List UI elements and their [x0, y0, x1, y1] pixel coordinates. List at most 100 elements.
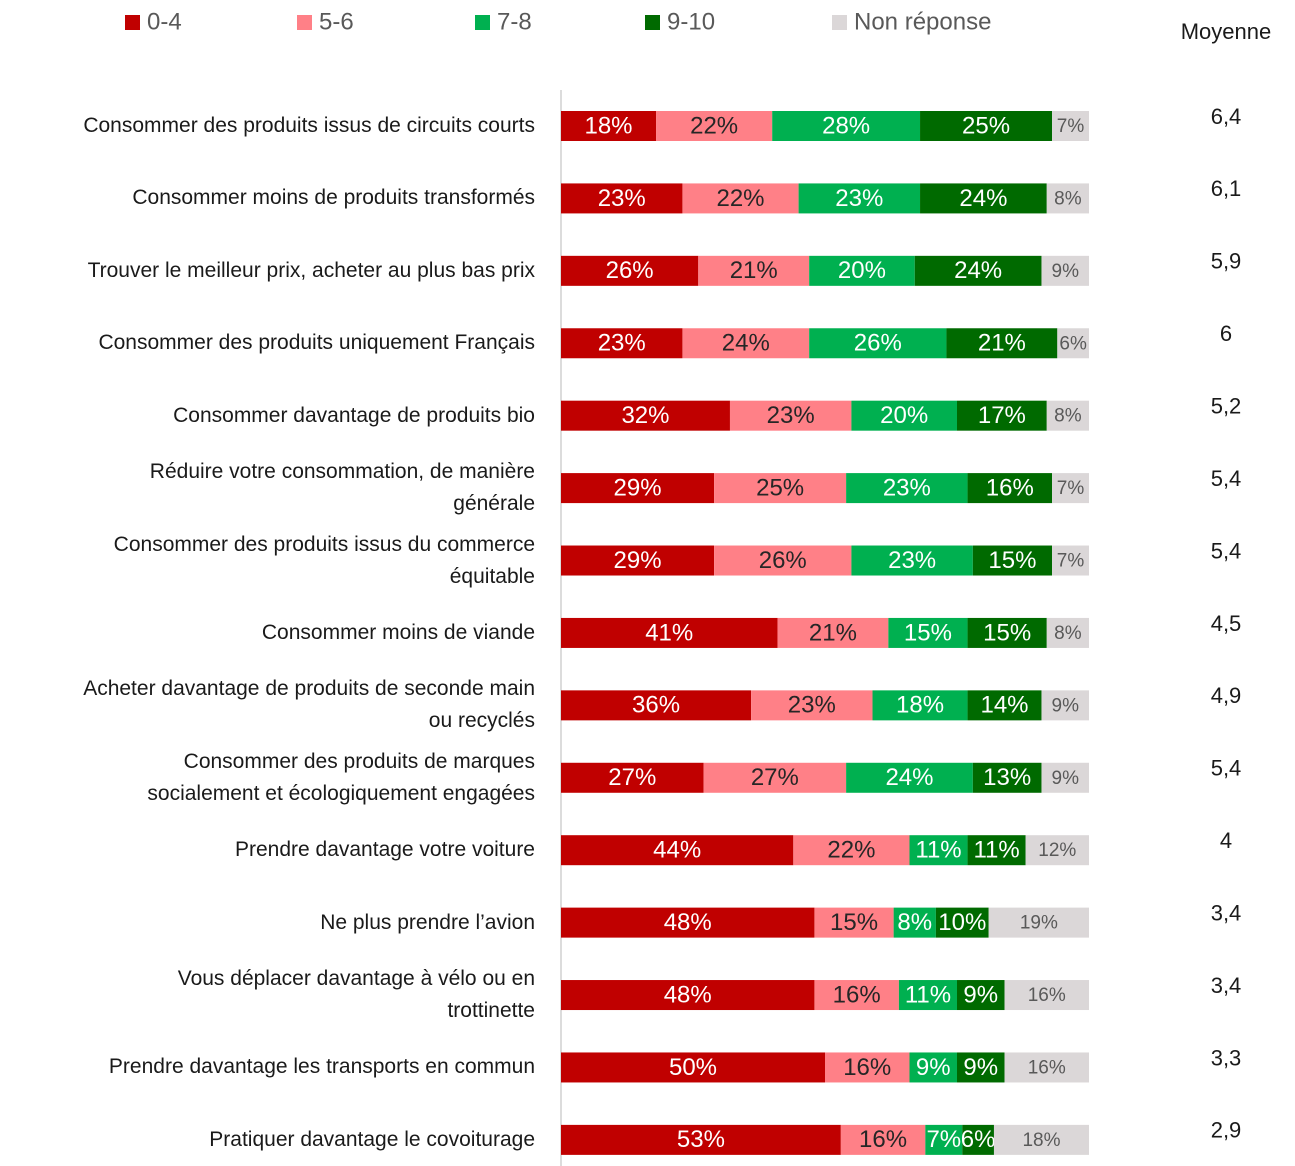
- data-label: 11%: [915, 837, 961, 864]
- bar-segment: [561, 907, 815, 938]
- legend-label: 5-6: [319, 8, 354, 35]
- category-label: Consommer des produits uniquement França…: [98, 331, 535, 355]
- data-label: 9%: [1052, 261, 1080, 282]
- data-label: 50%: [669, 1054, 717, 1081]
- data-label: 24%: [959, 185, 1007, 212]
- bar-segment: [1004, 1052, 1089, 1083]
- bar-segment: [1052, 545, 1089, 576]
- bar-segment: [893, 907, 936, 938]
- mean-value: 5,4: [1211, 466, 1242, 491]
- bar-segment: [888, 617, 968, 648]
- data-label: 8%: [897, 909, 932, 936]
- bar-segment: [561, 473, 715, 504]
- legend-label: 0-4: [147, 8, 182, 35]
- bar-segment: [851, 400, 957, 431]
- data-label: 29%: [614, 547, 662, 574]
- data-label: 27%: [751, 764, 799, 791]
- data-label: 12%: [1038, 840, 1076, 861]
- data-label: 9%: [916, 1054, 951, 1081]
- bar-segment: [777, 617, 889, 648]
- mean-value: 3,4: [1211, 973, 1242, 998]
- bar-segment: [846, 762, 973, 793]
- data-label: 21%: [978, 330, 1026, 357]
- bar-segment: [809, 328, 947, 359]
- data-label: 16%: [1028, 985, 1066, 1006]
- data-label: 11%: [973, 837, 1019, 864]
- bar-segment: [1046, 400, 1089, 431]
- bar-segment: [1041, 762, 1089, 793]
- data-label: 7%: [1057, 551, 1085, 572]
- bar-segment: [988, 907, 1089, 938]
- data-label: 16%: [859, 1126, 907, 1153]
- data-label: 44%: [653, 837, 701, 864]
- data-label: 23%: [788, 692, 836, 719]
- legend-label: 9-10: [667, 8, 715, 35]
- bar-segment: [561, 690, 752, 721]
- bar-segment: [561, 111, 657, 141]
- legend-label: Non réponse: [854, 8, 991, 35]
- category-label: Consommer davantage de produits bio: [173, 403, 535, 427]
- data-label: 8%: [1054, 623, 1082, 644]
- category-label: Acheter davantage de produits de seconde…: [83, 677, 535, 733]
- mean-value: 5,2: [1211, 393, 1242, 418]
- category-label: Consommer des produits de marques social…: [147, 749, 535, 805]
- bar-segment: [825, 1052, 910, 1083]
- data-label: 29%: [614, 474, 662, 501]
- data-label: 6%: [961, 1126, 996, 1153]
- data-label: 22%: [716, 185, 764, 212]
- legend-swatch: [832, 15, 847, 30]
- bar-segment: [561, 980, 815, 1011]
- category-label: Consommer moins de produits transformés: [132, 186, 535, 210]
- data-label: 26%: [606, 257, 654, 284]
- data-label: 41%: [645, 619, 693, 646]
- bar-segment: [798, 183, 921, 214]
- mean-value: 5,4: [1211, 538, 1242, 563]
- bar-segment: [957, 980, 1005, 1011]
- data-label: 15%: [830, 909, 878, 936]
- legend-swatch: [475, 15, 490, 30]
- data-label: 11%: [905, 981, 951, 1008]
- data-label: 23%: [883, 474, 931, 501]
- bar-segment: [561, 400, 730, 431]
- category-label: Pratiquer davantage le covoiturage: [209, 1127, 535, 1151]
- legend-swatch: [645, 15, 660, 30]
- bar-segment: [962, 1124, 994, 1155]
- data-label: 18%: [584, 112, 632, 139]
- bar-segment: [682, 183, 799, 214]
- mean-value: 5,9: [1211, 249, 1242, 274]
- bar-segment: [561, 1052, 825, 1083]
- data-label: 23%: [888, 547, 936, 574]
- bar-segment: [561, 183, 683, 214]
- bar-segment: [872, 690, 968, 721]
- data-label: 9%: [963, 981, 998, 1008]
- data-label: 23%: [598, 330, 646, 357]
- bar-segment: [925, 1124, 963, 1155]
- data-label: 17%: [978, 402, 1026, 429]
- bar-segment: [957, 400, 1047, 431]
- data-label: 18%: [896, 692, 944, 719]
- bar-segment: [1057, 328, 1089, 359]
- data-label: 18%: [1022, 1130, 1060, 1151]
- data-label: 9%: [1052, 695, 1080, 716]
- category-label: Consommer moins de viande: [261, 620, 535, 644]
- bar-segment: [561, 762, 704, 793]
- bar-segment: [561, 545, 715, 576]
- data-label: 7%: [926, 1126, 961, 1153]
- category-label: Vous déplacer davantage à vélo ou en tro…: [177, 967, 535, 1023]
- data-label: 7%: [1057, 116, 1085, 137]
- bar-segment: [935, 907, 989, 938]
- legend-label: 7-8: [497, 8, 532, 35]
- data-label: 16%: [986, 474, 1034, 501]
- bar-segment: [1004, 980, 1089, 1011]
- data-label: 15%: [983, 619, 1031, 646]
- mean-value: 6: [1220, 321, 1232, 346]
- bar-segment: [967, 690, 1042, 721]
- category-label: Consommer des produits issus de circuits…: [83, 114, 535, 137]
- bar-segment: [957, 1052, 1005, 1083]
- bar-segment: [909, 835, 968, 866]
- bar-segment: [1046, 617, 1089, 648]
- bar-segment: [793, 835, 910, 866]
- mean-value: 5,4: [1211, 756, 1242, 781]
- bar-segment: [1052, 473, 1089, 504]
- data-label: 6%: [1059, 333, 1087, 354]
